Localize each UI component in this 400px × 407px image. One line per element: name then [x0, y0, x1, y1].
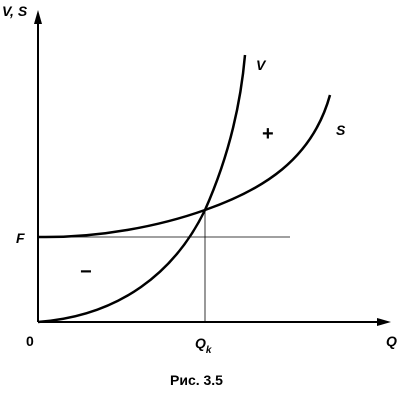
loss-sign: −: [80, 261, 92, 283]
v-label: V: [256, 57, 267, 73]
f-label: F: [16, 230, 25, 246]
s-curve: [37, 94, 332, 239]
s-label: S: [336, 122, 346, 138]
x-arrow: [377, 318, 391, 326]
qk-label: Qk: [195, 335, 212, 356]
profit-sign: +: [262, 123, 274, 145]
axes: [37, 20, 383, 323]
x-axis-label: Q: [386, 333, 397, 349]
y-arrow: [34, 10, 42, 24]
caption: Рис. 3.5: [170, 372, 223, 388]
qk-sub: k: [206, 345, 212, 356]
y-axis-label: V, S: [2, 3, 28, 19]
origin-label: 0: [26, 333, 34, 349]
qk-main: Q: [195, 335, 206, 351]
v-curve: [37, 54, 247, 324]
